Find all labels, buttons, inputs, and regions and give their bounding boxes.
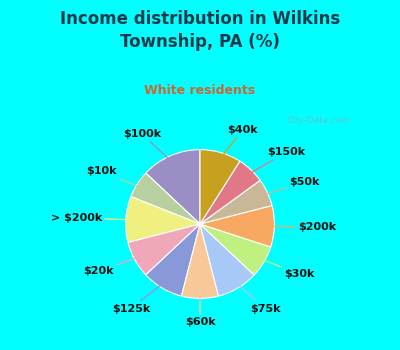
Text: $30k: $30k — [259, 258, 315, 279]
Text: $20k: $20k — [84, 257, 140, 276]
Wedge shape — [200, 224, 271, 275]
Text: $200k: $200k — [268, 222, 336, 232]
Wedge shape — [146, 224, 200, 296]
Text: $10k: $10k — [87, 166, 142, 188]
Text: $60k: $60k — [185, 292, 215, 327]
Text: $100k: $100k — [123, 129, 172, 162]
Text: $50k: $50k — [262, 177, 319, 195]
Wedge shape — [200, 224, 254, 296]
Text: $40k: $40k — [220, 125, 258, 159]
Wedge shape — [200, 149, 240, 224]
Wedge shape — [131, 173, 200, 224]
Wedge shape — [200, 180, 272, 224]
Text: $75k: $75k — [236, 282, 280, 314]
Wedge shape — [146, 149, 200, 224]
Text: City-Data.com: City-Data.com — [286, 116, 350, 125]
Text: White residents: White residents — [144, 84, 256, 97]
Wedge shape — [200, 205, 274, 247]
Text: $150k: $150k — [247, 147, 305, 175]
Wedge shape — [128, 224, 200, 275]
Wedge shape — [182, 224, 218, 298]
Text: $125k: $125k — [112, 282, 164, 314]
Text: Income distribution in Wilkins
Township, PA (%): Income distribution in Wilkins Township,… — [60, 10, 340, 51]
Text: > $200k: > $200k — [51, 213, 132, 223]
Wedge shape — [126, 197, 200, 243]
Wedge shape — [200, 161, 260, 224]
